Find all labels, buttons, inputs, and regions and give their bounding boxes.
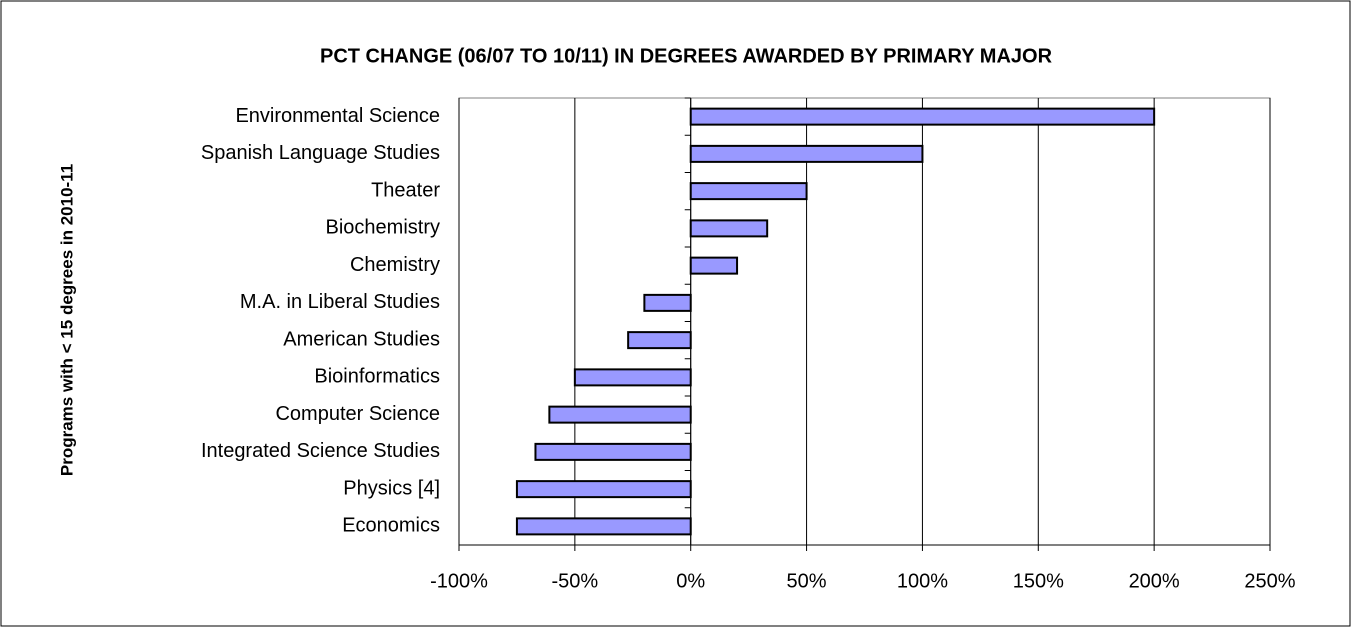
- bar: [689, 219, 769, 238]
- y-tick-label: Integrated Science Studies: [201, 440, 440, 462]
- bar: [534, 442, 692, 461]
- plot-area: [458, 97, 1271, 546]
- bar: [515, 517, 692, 536]
- y-tick-label: Economics: [342, 515, 440, 537]
- bar: [548, 405, 692, 424]
- y-tick-label: Environmental Science: [235, 105, 440, 127]
- bar: [515, 480, 692, 499]
- y-tick-label: Biochemistry: [326, 217, 440, 239]
- y-tick-label: M.A. in Liberal Studies: [240, 291, 440, 313]
- bar: [627, 331, 692, 350]
- bar: [689, 182, 808, 201]
- y-tick-label: Spanish Language Studies: [201, 142, 440, 164]
- y-tick-label: American Studies: [283, 328, 440, 350]
- y-tick-label: Physics [4]: [343, 477, 440, 499]
- bar: [643, 293, 692, 312]
- bar: [689, 256, 739, 275]
- y-tick-label: Theater: [371, 179, 440, 201]
- x-tick-label: 200%: [1129, 570, 1180, 592]
- y-axis-title: Programs with < 15 degrees in 2010-11: [57, 164, 76, 476]
- chart-title: PCT CHANGE (06/07 TO 10/11) IN DEGREES A…: [320, 45, 1053, 67]
- x-tick-label: 0%: [676, 570, 705, 592]
- bar: [689, 107, 1156, 126]
- x-tick-label: 250%: [1244, 570, 1295, 592]
- y-tick-label: Bioinformatics: [314, 366, 440, 388]
- x-tick-label: -100%: [430, 570, 488, 592]
- y-tick-label: Chemistry: [350, 254, 440, 276]
- y-tick-label: Computer Science: [275, 403, 440, 425]
- x-tick-label: 150%: [1013, 570, 1064, 592]
- x-tick-label: -50%: [552, 570, 599, 592]
- x-tick-label: 50%: [787, 570, 827, 592]
- bar: [573, 368, 692, 387]
- x-tick-label: 100%: [897, 570, 948, 592]
- bar: [689, 144, 924, 163]
